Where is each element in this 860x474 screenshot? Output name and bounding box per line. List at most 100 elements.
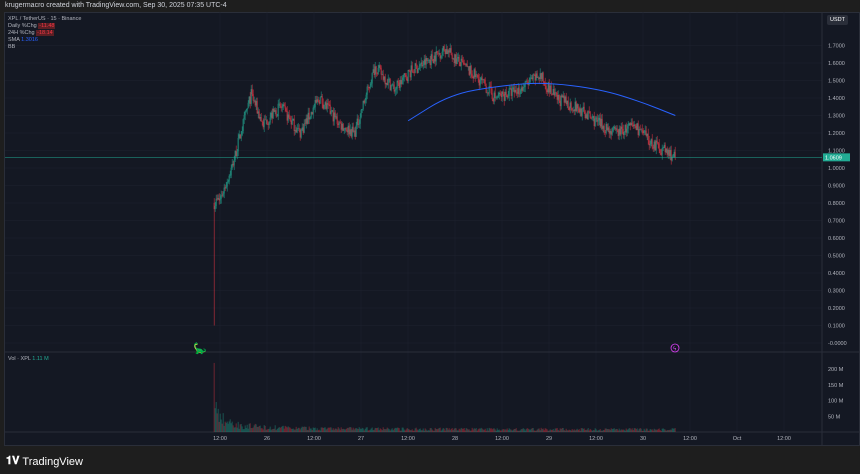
chart-area[interactable] <box>4 12 860 446</box>
volume-bar <box>576 428 578 432</box>
candle-body <box>397 80 399 83</box>
volume-bar <box>630 429 632 432</box>
volume-bar <box>303 426 305 432</box>
candle-body <box>341 123 343 130</box>
candle-body <box>569 102 571 110</box>
candle-body <box>465 64 467 65</box>
candle-body <box>506 94 508 98</box>
candle-body <box>610 130 612 135</box>
candle-body <box>215 198 217 206</box>
volume-bar <box>310 428 312 432</box>
volume-bar <box>496 428 498 432</box>
candle-body <box>439 53 441 59</box>
volume-bar <box>666 430 668 432</box>
volume-bar <box>436 429 438 432</box>
volume-bar <box>667 430 669 432</box>
candle-body <box>213 203 215 210</box>
candle-body <box>535 73 537 81</box>
volume-bar <box>536 429 538 432</box>
volume-bar <box>607 429 609 432</box>
candle-body <box>274 110 276 112</box>
candle-body <box>579 108 581 113</box>
volume-bar <box>469 430 471 432</box>
24h-change-value: -18.14 <box>36 30 54 36</box>
candle-body <box>318 101 320 104</box>
candle-body <box>490 86 492 94</box>
volume-bar <box>279 427 281 432</box>
volume-bar <box>490 428 492 432</box>
volume-bar <box>324 427 326 432</box>
sma-label[interactable]: SMA <box>8 37 20 43</box>
time-tick: 28 <box>452 436 458 442</box>
candle-body <box>245 110 247 112</box>
volume-bar <box>647 430 649 432</box>
volume-bar <box>669 429 671 432</box>
volume-bar <box>456 430 458 432</box>
candle-body <box>226 182 228 187</box>
volume-bar <box>254 423 256 432</box>
candle-body <box>459 62 461 67</box>
candle-body <box>299 128 301 138</box>
candle-body <box>301 127 303 130</box>
candle-body <box>572 109 574 111</box>
candle-body <box>575 101 577 112</box>
candle-body <box>338 122 340 125</box>
candle-body <box>295 130 297 133</box>
candle-body <box>566 100 568 105</box>
volume-bar <box>382 427 384 432</box>
volume-bar <box>573 429 575 432</box>
volume-bar <box>217 408 219 432</box>
candle-body <box>253 100 255 102</box>
candle-body <box>410 65 412 78</box>
volume-bar <box>460 427 462 432</box>
candle-body <box>469 65 471 75</box>
volume-bar <box>440 430 442 432</box>
candle-body <box>382 74 384 80</box>
volume-bar <box>663 429 665 432</box>
volume-bar <box>426 430 428 432</box>
volume-bar <box>501 429 503 432</box>
volume-bar <box>290 428 292 432</box>
symbol-title[interactable]: XPL / TetherUS · 15 · Binance <box>8 16 82 22</box>
candle-body <box>659 149 661 154</box>
candle-body <box>487 92 489 94</box>
volume-bar <box>415 427 417 432</box>
price-tick: 1.1000 <box>828 149 845 155</box>
volume-bar <box>233 427 235 432</box>
candle-body <box>633 124 635 127</box>
candle-body <box>576 104 578 112</box>
volume-bar <box>548 430 550 432</box>
candle-body <box>473 69 475 79</box>
tradingview-logo[interactable]: 𝟏𝐕 TradingView <box>6 455 83 468</box>
candle-body <box>234 150 236 160</box>
volume-bar <box>248 423 250 432</box>
candle-body <box>428 60 430 61</box>
candle-body <box>265 119 267 121</box>
volume-bar <box>369 429 371 432</box>
volume-bar <box>626 429 628 432</box>
candle-body <box>513 87 515 93</box>
volume-bar <box>348 427 350 432</box>
volume-bar <box>485 430 487 432</box>
candle-body <box>603 126 605 133</box>
volume-bar <box>366 427 368 432</box>
volume-bar <box>580 428 582 432</box>
volume-bar <box>450 428 452 432</box>
last-price-label: 1.0609 <box>825 155 842 161</box>
candle-body <box>619 128 621 135</box>
candle-body <box>293 118 295 132</box>
volume-label[interactable]: Vol · XPL <box>8 356 31 362</box>
candle-body <box>358 123 360 125</box>
candle-body <box>620 126 622 135</box>
volume-bar <box>247 428 249 432</box>
candle-body <box>383 76 385 80</box>
time-tick: Oct <box>733 436 742 442</box>
bb-label[interactable]: BB <box>8 44 16 50</box>
candle-body <box>450 48 452 55</box>
currency-button[interactable]: USDT <box>827 15 848 25</box>
candle-body <box>482 79 484 81</box>
volume-bar <box>527 428 529 432</box>
volume-bar <box>296 428 298 432</box>
volume-bar <box>360 429 362 432</box>
